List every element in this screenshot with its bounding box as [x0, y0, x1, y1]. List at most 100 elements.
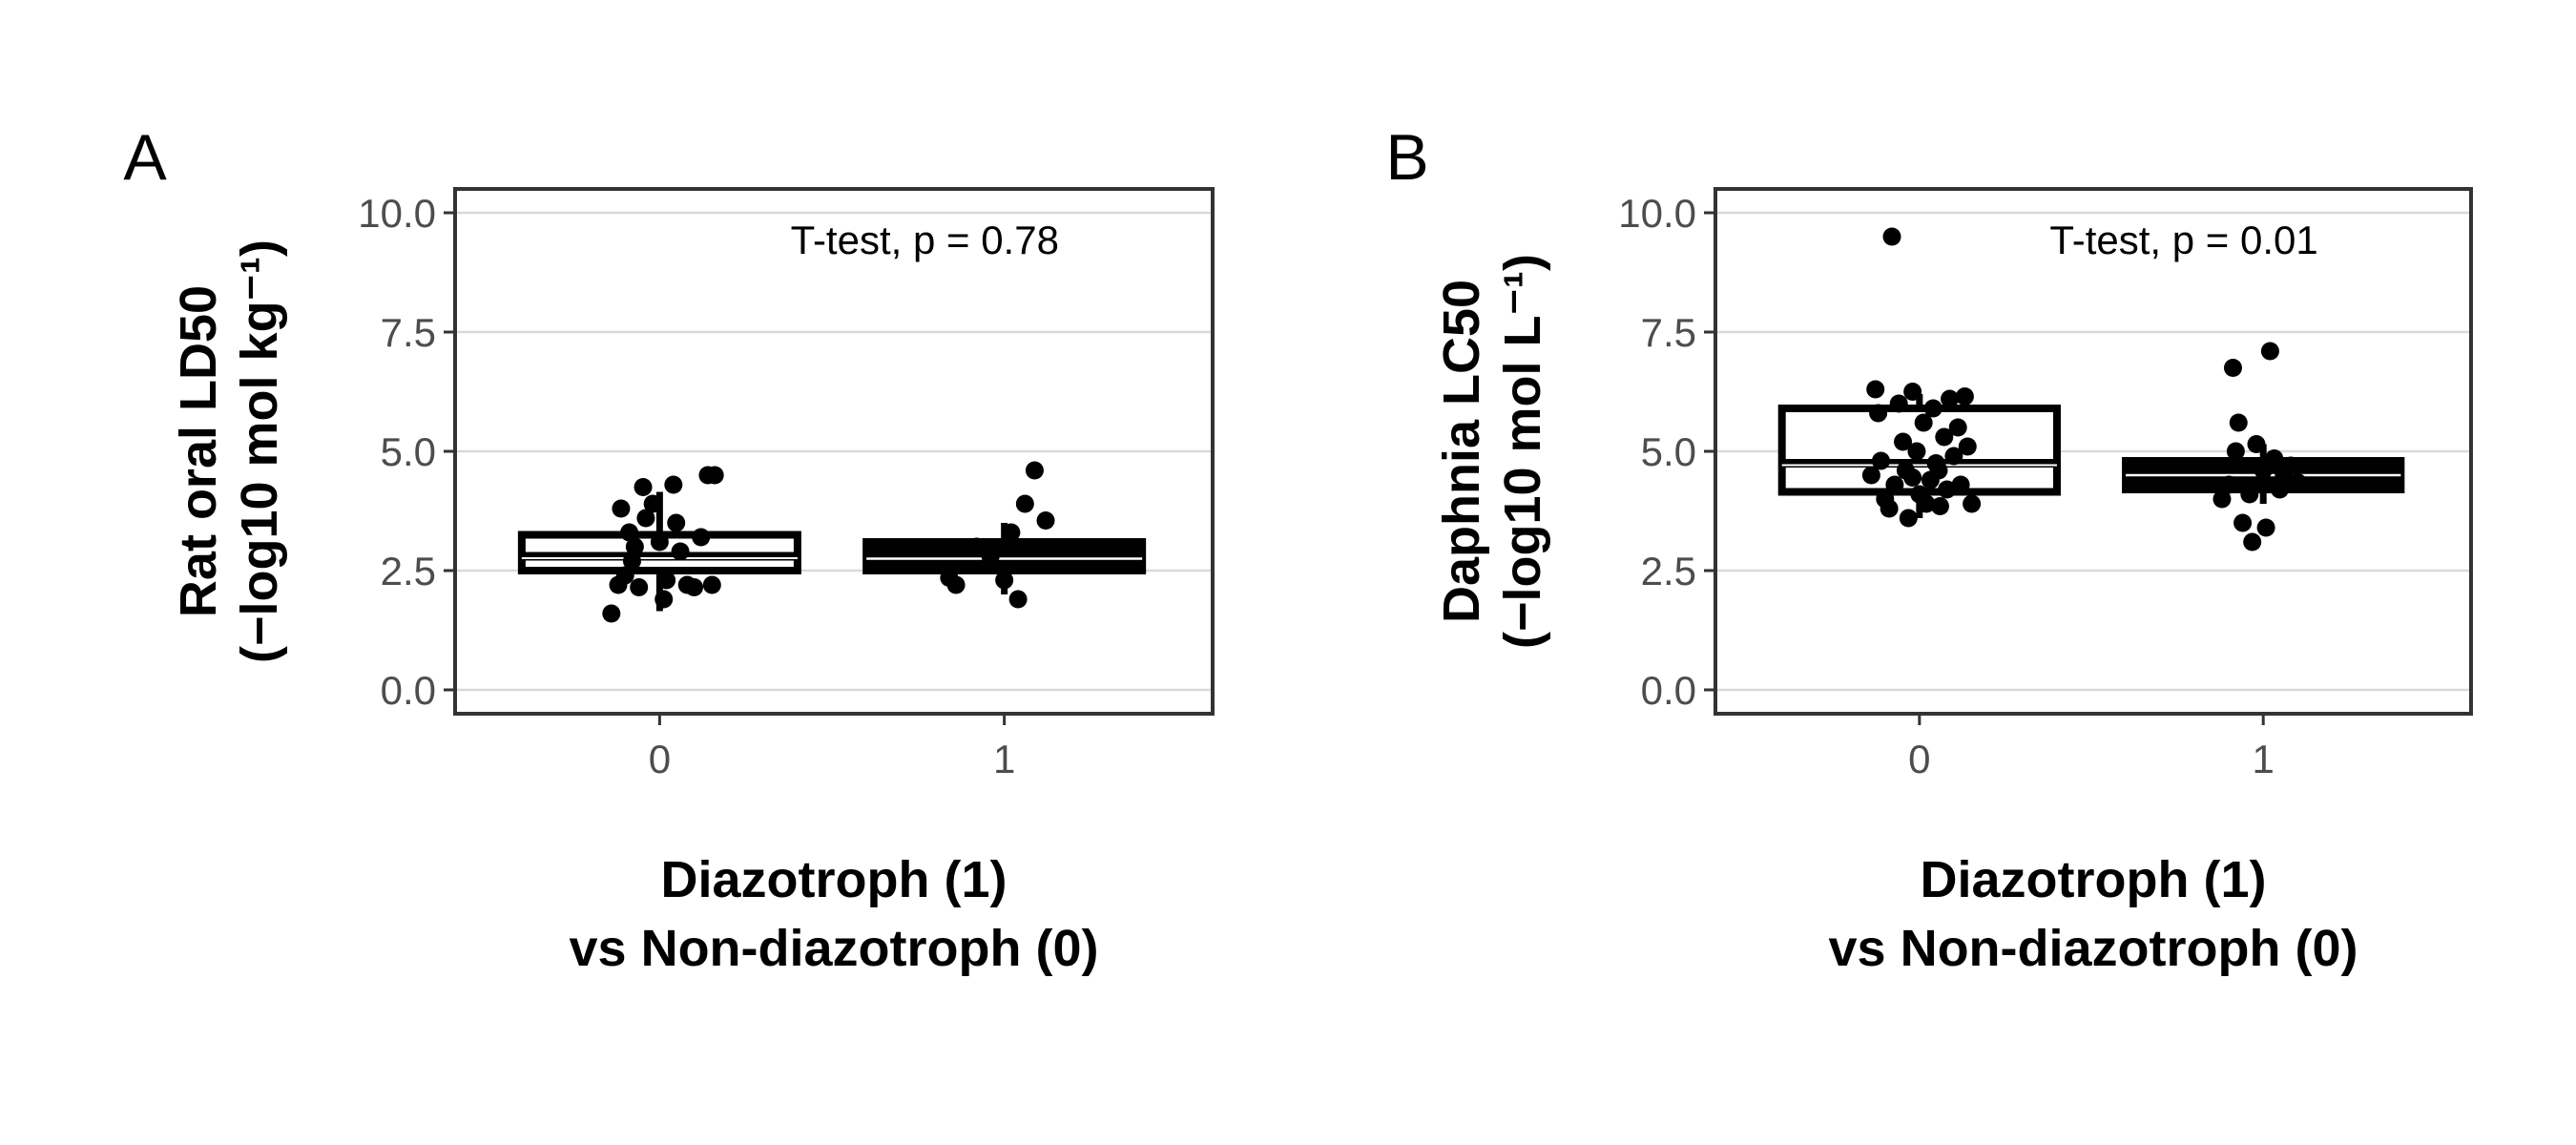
data-point [692, 528, 711, 547]
y-tick-label: 0.0 [1641, 668, 1696, 713]
x-axis-label: vs Non-diazotroph (0) [1829, 920, 2358, 977]
data-point [1002, 523, 1021, 542]
data-point [636, 509, 655, 528]
data-point [2265, 449, 2284, 468]
data-point [1935, 427, 1954, 447]
y-tick-label: 10.0 [358, 191, 436, 236]
data-point [2243, 532, 2262, 552]
data-point [2233, 513, 2253, 532]
data-point [2270, 480, 2289, 499]
x-axis-label: Diazotroph (1) [661, 851, 1008, 908]
data-point [1861, 466, 1880, 485]
data-point [946, 575, 966, 594]
data-point [1914, 413, 1933, 432]
y-axis-label: (−log10 mol kg⁻¹) [231, 239, 288, 663]
data-point [1894, 432, 1913, 451]
y-tick-label: 5.0 [1641, 429, 1696, 474]
y-axis-label: Daphnia LC50 [1433, 280, 1490, 623]
panel-tag-label: A [123, 121, 167, 194]
data-point [1869, 404, 1888, 423]
data-point [995, 571, 1014, 590]
x-tick-label: 0 [1908, 737, 1930, 781]
data-point [1889, 394, 1908, 413]
data-point [1899, 509, 1918, 528]
y-tick-label: 10.0 [1618, 191, 1696, 236]
data-point [643, 494, 662, 513]
data-point [702, 575, 721, 594]
data-point [967, 537, 987, 556]
data-point [2212, 489, 2232, 509]
data-point [2240, 485, 2259, 504]
data-point [602, 604, 621, 623]
data-point [2226, 442, 2245, 461]
data-point [1036, 511, 1055, 530]
data-point [650, 532, 669, 552]
data-point [612, 499, 631, 518]
y-tick-label: 5.0 [381, 429, 436, 474]
box-iqr [862, 538, 1147, 574]
data-point [1903, 383, 1922, 401]
data-point [1866, 380, 1885, 399]
data-point [664, 475, 683, 494]
data-point [1880, 499, 1899, 518]
data-point [2219, 475, 2238, 494]
data-point [1930, 497, 1949, 515]
y-tick-label: 7.5 [381, 310, 436, 355]
data-point [1938, 480, 1957, 499]
data-point [625, 537, 644, 556]
data-point [1907, 442, 1926, 461]
panel-border [1714, 187, 2473, 716]
data-point [622, 552, 641, 571]
data-point [2254, 461, 2273, 480]
stat-annotation: T-test, p = 0.78 [791, 218, 1059, 262]
data-point [1941, 389, 1960, 408]
y-tick-label: 2.5 [1641, 549, 1696, 593]
panel-tag-label: B [1385, 121, 1428, 194]
data-point [1903, 468, 1922, 487]
data-point [1008, 590, 1028, 609]
data-point [1015, 494, 1034, 513]
panel-border [453, 187, 1215, 716]
y-tick-label: 0.0 [381, 668, 436, 713]
stat-annotation: T-test, p = 0.01 [2049, 218, 2317, 262]
data-point [705, 466, 724, 485]
data-point [1923, 399, 1942, 418]
data-point [2223, 359, 2242, 377]
panel-a: A 0.0 2.5 5.0 7.5 10.0 0 1 T-test, p = 0.78 Rat o… [123, 121, 1215, 977]
x-axis-label: vs Non-diazotroph (0) [570, 920, 1099, 977]
data-point [981, 547, 1000, 566]
data-point [630, 578, 649, 596]
x-tick-label: 1 [2253, 737, 2275, 781]
y-tick-label: 7.5 [1641, 310, 1696, 355]
data-point [620, 523, 639, 542]
data-point [685, 578, 704, 596]
data-point [1955, 387, 1974, 406]
y-axis-label: (−log10 mol L⁻¹) [1494, 254, 1551, 649]
data-point [1025, 461, 1044, 480]
data-point [2260, 342, 2279, 361]
data-point [1944, 447, 1963, 466]
data-point [2247, 435, 2266, 453]
x-axis-label: Diazotroph (1) [1921, 851, 2267, 908]
data-point [657, 571, 676, 590]
data-point [634, 478, 653, 496]
data-point [1871, 451, 1890, 470]
data-point [667, 513, 686, 532]
data-point [1929, 461, 1948, 480]
data-point [654, 590, 674, 609]
data-point [2281, 456, 2300, 475]
data-point [1951, 475, 1970, 494]
panel-b: B 0.0 2.5 5.0 7.5 10.0 0 1 T-test, p = 0.01 Daphn… [1385, 121, 2473, 977]
data-point [615, 566, 634, 585]
y-axis-label: Rat oral LD50 [170, 285, 227, 617]
data-point [1885, 475, 1904, 494]
x-tick-label: 1 [993, 737, 1015, 781]
data-point [2288, 473, 2307, 491]
data-point [2229, 413, 2248, 432]
data-point [1963, 494, 1982, 513]
data-point [1882, 227, 1901, 246]
x-tick-label: 0 [649, 737, 671, 781]
data-point [1948, 418, 1967, 437]
y-tick-label: 2.5 [381, 549, 436, 593]
